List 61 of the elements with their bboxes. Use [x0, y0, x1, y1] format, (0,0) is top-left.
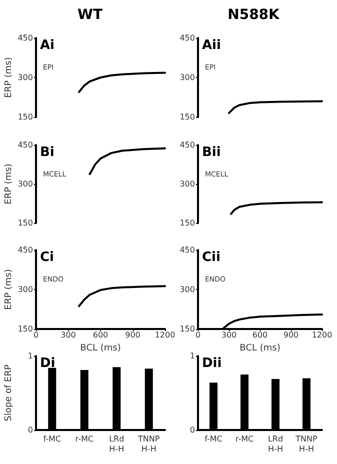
x-tick-label: 600	[252, 330, 268, 340]
x-tick-label: r-MC	[235, 434, 254, 444]
annotation: Bi	[40, 145, 54, 160]
x-tick-label: 300	[221, 330, 237, 340]
annotation: Di	[40, 356, 56, 371]
y-tick-label: 450	[18, 246, 33, 254]
x-tick-label: 1200	[312, 330, 332, 340]
x-tick-label: LRd H-H	[109, 434, 124, 454]
chart-title: N588K	[228, 7, 281, 23]
annotation: Dii	[202, 356, 222, 371]
x-tick-label: LRd H-H	[268, 434, 284, 454]
line-series	[230, 201, 323, 215]
y-axis-title: ERP (ms)	[4, 57, 14, 98]
annotation: Cii	[202, 250, 220, 265]
annotation: Ci	[40, 250, 54, 265]
y-tick-label: 150	[180, 112, 195, 122]
x-tick-label: 0	[195, 330, 201, 340]
x-tick-label: 1200	[154, 330, 176, 340]
x-tick-label: 900	[125, 330, 140, 340]
y-tick-label: 0	[190, 426, 195, 434]
y-axis-title: ERP (ms)	[4, 164, 14, 204]
x-tick-label: TNNP H-H	[294, 434, 318, 454]
y-tick-label: 450	[180, 246, 195, 254]
x-tick-label: r-MC	[75, 434, 94, 444]
x-axis-title: BCL (ms)	[240, 343, 280, 354]
y-tick-label: 150	[18, 324, 33, 334]
y-tick-label: 300	[180, 73, 195, 82]
line-series	[228, 100, 323, 114]
y-tick-label: 150	[180, 218, 195, 228]
x-tick-label: 300	[60, 330, 76, 340]
x-tick-label: f-MC	[43, 434, 62, 444]
x-tick-label: TNNP H-H	[137, 434, 160, 454]
x-tick-label: 600	[92, 330, 108, 340]
y-tick-label: 1	[190, 352, 195, 360]
chart-title: WT	[78, 7, 103, 23]
y-tick-label: 300	[18, 285, 33, 294]
line-series	[78, 72, 166, 93]
y-tick-label: 150	[18, 112, 33, 122]
y-tick-label: 450	[18, 140, 33, 150]
x-tick-label: f-MC	[204, 434, 223, 444]
annotation: Bii	[202, 145, 221, 160]
y-axis-title: Slope of ERP	[4, 364, 14, 422]
y-tick-label: 150	[180, 324, 195, 334]
y-tick-label: 300	[18, 180, 33, 188]
line-series	[78, 285, 166, 308]
y-tick-label: 450	[180, 34, 195, 42]
y-tick-label: 1	[28, 352, 33, 360]
annotation: Ai	[40, 38, 55, 53]
x-tick-label: 0	[33, 330, 39, 340]
y-tick-label: 150	[18, 218, 33, 228]
annotation: Aii	[202, 38, 221, 53]
y-tick-label: 300	[180, 180, 195, 188]
line-series	[88, 147, 166, 176]
y-axis-title: ERP (ms)	[4, 269, 14, 310]
x-axis-title: BCL (ms)	[80, 343, 121, 354]
y-tick-label: 300	[18, 73, 33, 82]
y-tick-label: 300	[180, 285, 195, 294]
y-tick-label: 450	[180, 140, 195, 150]
y-tick-label: 0	[28, 426, 33, 434]
x-tick-label: 900	[283, 330, 299, 340]
y-tick-label: 450	[18, 34, 33, 42]
